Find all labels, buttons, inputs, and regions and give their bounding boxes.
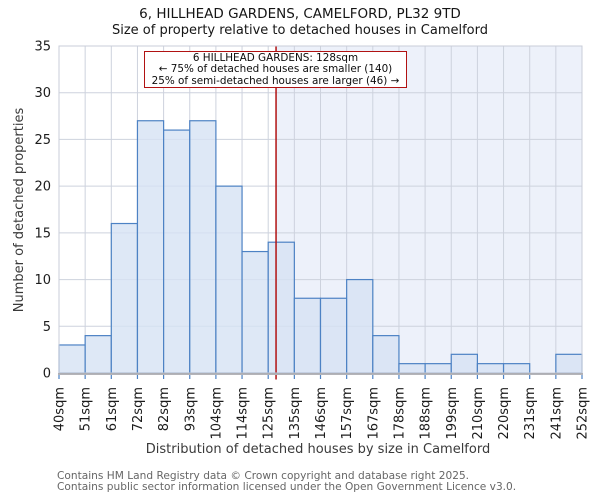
y-tick-label: 0 <box>43 367 51 382</box>
x-tick-label: 82sqm <box>157 387 172 431</box>
x-tick-label: 104sqm <box>209 387 224 440</box>
x-tick-label: 114sqm <box>236 387 251 440</box>
x-tick-label: 199sqm <box>445 387 460 440</box>
x-tick-label: 146sqm <box>314 387 329 440</box>
chart-title: 6, HILLHEAD GARDENS, CAMELFORD, PL32 9TD <box>139 6 461 22</box>
y-tick-label: 15 <box>34 226 51 241</box>
footer: Contains HM Land Registry data © Crown c… <box>57 471 516 493</box>
x-tick-label: 51sqm <box>79 387 94 431</box>
y-axis-title: Number of detached properties <box>12 108 27 313</box>
histogram-bar <box>424 363 452 374</box>
y-tick-label: 5 <box>43 320 51 335</box>
y-tick-label: 25 <box>34 133 51 148</box>
y-tick-label: 20 <box>34 180 51 195</box>
x-tick-label: 157sqm <box>340 387 355 440</box>
histogram-bar <box>476 363 505 374</box>
histogram-bar <box>58 344 86 374</box>
x-tick-label: 210sqm <box>471 387 486 440</box>
annotation-line-3: 25% of semi-detached houses are larger (… <box>151 74 400 87</box>
annotation-line-1: 6 HILLHEAD GARDENS: 128sqm <box>192 52 359 64</box>
histogram-bar <box>293 297 322 374</box>
plot-area: 40sqm 51sqm 61sqm 72sqm 82sqm 93sqm 104sqm 114s… <box>34 40 590 440</box>
plot-frame <box>58 45 583 374</box>
x-tick-label: 40sqm <box>53 387 68 431</box>
histogram-bar <box>136 120 165 374</box>
x-tick-label: 220sqm <box>497 387 512 440</box>
histogram-bar <box>555 353 583 374</box>
annotation-box: 6 HILLHEAD GARDENS: 128sqm ← 75% of deta… <box>144 51 407 88</box>
footer-line-1: Contains HM Land Registry data © Crown c… <box>57 470 470 482</box>
x-tick-label: 61sqm <box>105 387 120 431</box>
histogram-bar <box>346 278 374 374</box>
x-tick-label: 125sqm <box>262 387 277 440</box>
histogram-bar <box>110 222 139 374</box>
x-tick-label: 231sqm <box>523 387 538 440</box>
footer-line-2: Contains public sector information licen… <box>57 481 517 493</box>
histogram-bar <box>189 120 217 374</box>
histogram-bar <box>319 297 348 374</box>
x-tick-label: 167sqm <box>366 387 381 440</box>
x-tick-label: 241sqm <box>549 387 564 440</box>
histogram-bar <box>163 129 191 374</box>
histogram-bar <box>267 241 295 374</box>
chart-subtitle: Size of property relative to detached ho… <box>111 23 488 38</box>
y-tick-label: 30 <box>34 86 51 101</box>
histogram-bar <box>241 250 269 374</box>
histogram-bar <box>84 335 112 374</box>
x-axis-title: Distribution of detached houses by size … <box>146 442 490 457</box>
x-tick-label: 188sqm <box>419 387 434 440</box>
x-tick-label: 72sqm <box>131 387 146 431</box>
histogram-bar <box>372 335 400 374</box>
annotation-line-2: ← 75% of detached houses are smaller (14… <box>158 63 393 76</box>
histogram-bar <box>398 363 426 374</box>
y-tick-label: 10 <box>34 273 51 288</box>
x-tick-label: 93sqm <box>183 387 198 431</box>
histogram-bar <box>450 353 478 374</box>
histogram-bar <box>215 185 243 374</box>
x-tick-label: 252sqm <box>576 387 591 440</box>
x-tick-label: 135sqm <box>288 387 303 440</box>
x-tick-label: 178sqm <box>392 387 407 440</box>
y-tick-label: 35 <box>34 40 51 55</box>
histogram-bar <box>502 363 531 374</box>
